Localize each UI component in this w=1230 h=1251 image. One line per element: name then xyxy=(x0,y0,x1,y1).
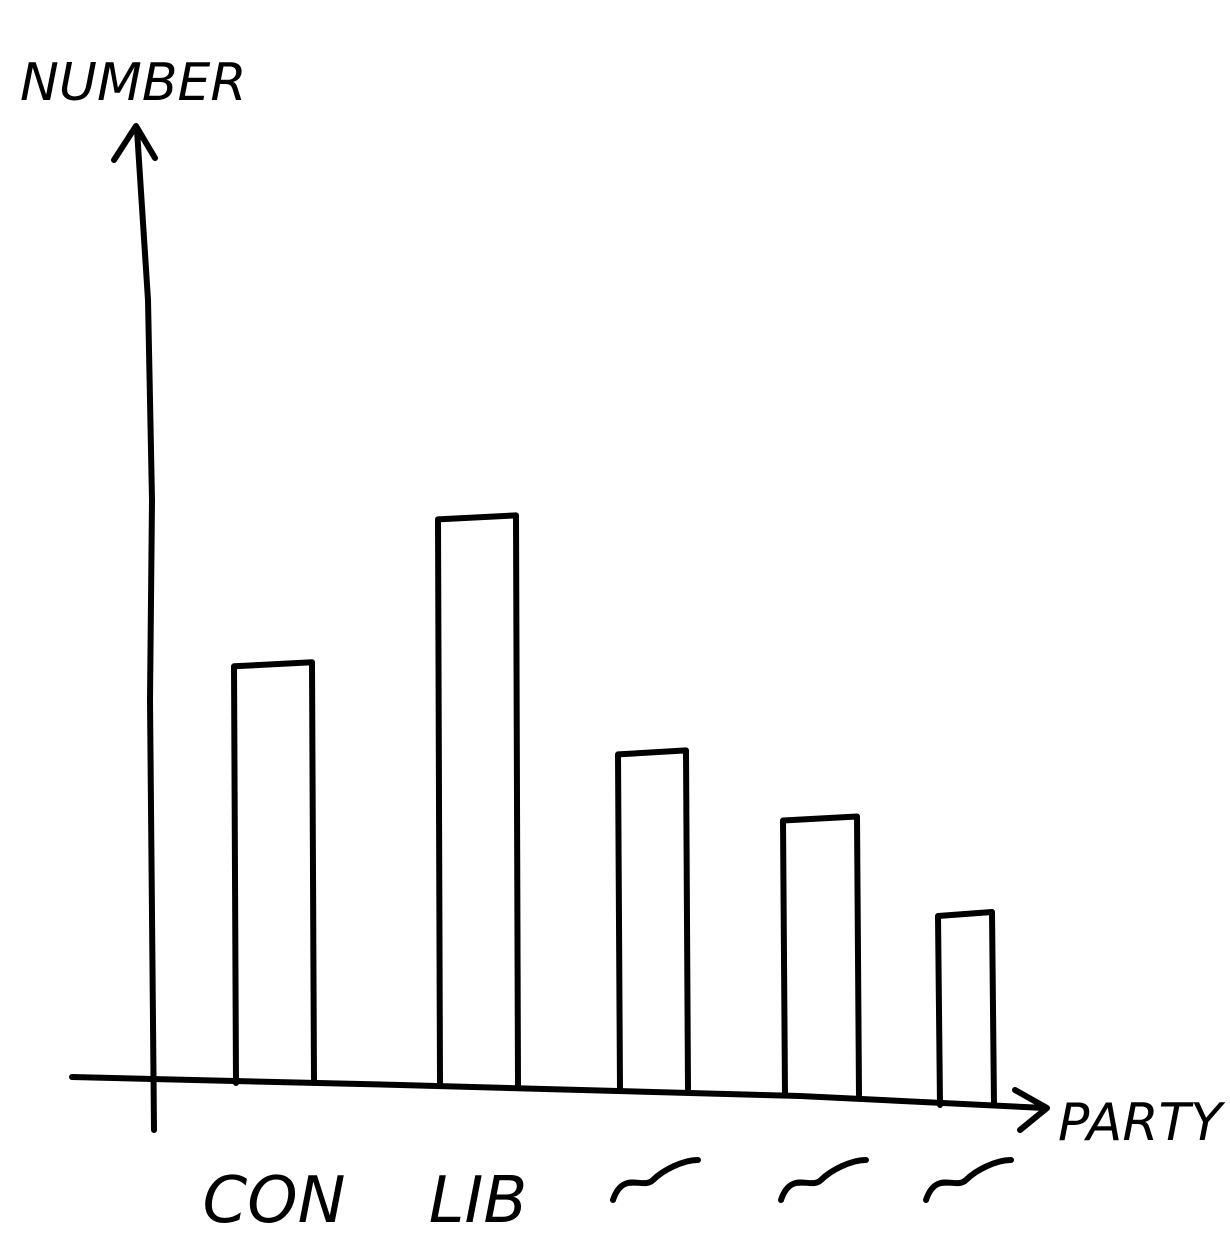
x-axis-label: PARTY xyxy=(1058,1093,1226,1153)
y-axis-label: NUMBER xyxy=(20,53,246,113)
bar-1 xyxy=(231,659,317,1086)
bar-3 xyxy=(615,747,691,1093)
tick-mark-5 xyxy=(923,1157,1014,1203)
x-axis-arrowhead xyxy=(1012,1087,1050,1133)
y-axis xyxy=(134,127,157,1133)
bar-2 xyxy=(435,512,521,1088)
y-axis-arrowhead xyxy=(111,123,158,163)
tick-label-1: CON xyxy=(203,1164,346,1238)
bar-5 xyxy=(935,909,997,1108)
bar-4 xyxy=(780,813,862,1098)
tick-mark-4 xyxy=(778,1157,869,1203)
x-axis xyxy=(69,1074,1048,1111)
bars-group xyxy=(231,512,997,1108)
tick-labels-group: CON LIB xyxy=(203,1157,1014,1238)
tick-label-2: LIB xyxy=(429,1164,527,1238)
tick-mark-3 xyxy=(610,1157,701,1203)
